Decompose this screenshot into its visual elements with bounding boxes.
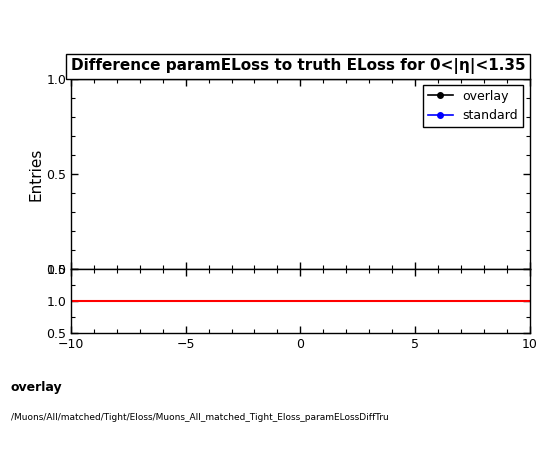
Text: Difference paramELoss to truth ELoss for 0<|η|<1.35: Difference paramELoss to truth ELoss for… (71, 58, 526, 74)
Y-axis label: Entries: Entries (28, 147, 43, 201)
Text: overlay: overlay (11, 381, 63, 394)
Text: /Muons/All/matched/Tight/Eloss/Muons_All_matched_Tight_Eloss_paramELossDiffTru: /Muons/All/matched/Tight/Eloss/Muons_All… (11, 413, 389, 422)
Legend: overlay, standard: overlay, standard (423, 85, 524, 127)
